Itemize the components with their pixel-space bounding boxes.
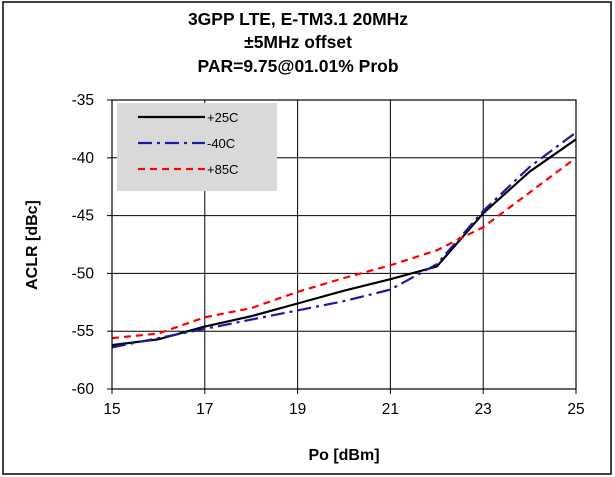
- y-tick-label-m55: -55: [72, 323, 94, 340]
- y-tick-label-m40: -40: [72, 150, 95, 167]
- x-tick-label-21: 21: [382, 401, 399, 418]
- legend-label-2: -40C: [207, 136, 235, 151]
- series-line-3: [111, 156, 577, 340]
- y-axis-label: ACLR [dBc]: [24, 200, 41, 290]
- chart-title-line-2: ±5MHz offset: [244, 32, 352, 52]
- x-tick-label-25: 25: [567, 401, 584, 418]
- series-line-1: [111, 138, 577, 347]
- y-tick-label-m35: -35: [72, 92, 94, 109]
- y-tick-label-m60: -60: [72, 381, 95, 398]
- legend-label-3: +85C: [207, 162, 238, 177]
- chart-title-line-3: PAR=9.75@01.01% Prob: [197, 56, 398, 76]
- plot-border: [111, 99, 577, 390]
- legend-label-1: +25C: [207, 110, 238, 125]
- legend: +25C -40C +85C: [117, 103, 277, 191]
- axes: [107, 99, 577, 394]
- y-tick-label-m45: -45: [72, 208, 94, 225]
- x-tick-label-15: 15: [103, 401, 120, 418]
- x-axis-label: Po [dBm]: [308, 447, 379, 464]
- x-tick-label-23: 23: [475, 401, 492, 418]
- x-tick-label-19: 19: [289, 401, 306, 418]
- chart-title-line-1: 3GPP LTE, E-TM3.1 20MHz: [188, 9, 408, 29]
- x-tick-label-17: 17: [196, 401, 213, 418]
- chart-text: 15 17 19 21 23 25 -60 -55 -50 -45 -40 -35 3GPP LTE, …: [24, 9, 585, 464]
- series-lines: [111, 131, 577, 349]
- series-line-2: [111, 131, 577, 349]
- y-tick-label-m50: -50: [72, 265, 95, 282]
